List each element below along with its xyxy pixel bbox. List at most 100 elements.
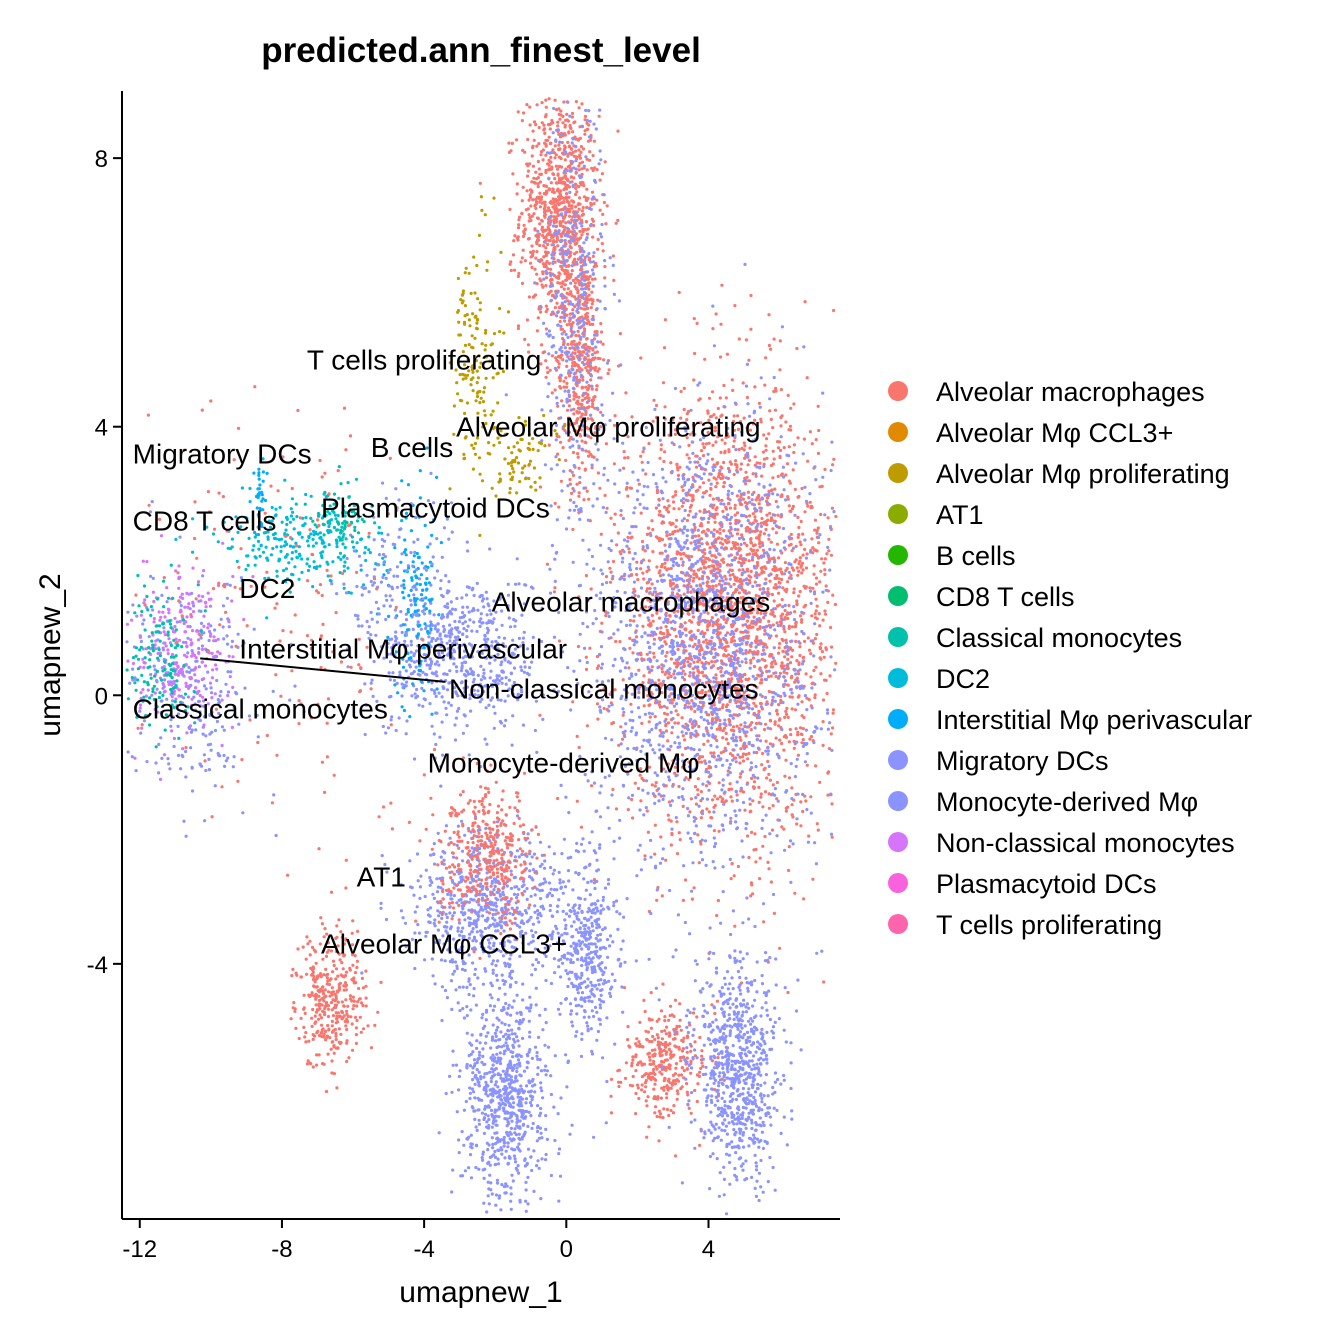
data-point: [635, 498, 640, 502]
data-point: [712, 559, 716, 563]
data-point: [590, 454, 594, 459]
data-point: [582, 283, 586, 287]
data-point: [693, 959, 698, 963]
data-point: [810, 614, 814, 618]
data-point: [688, 932, 692, 936]
data-point: [702, 445, 706, 449]
data-point: [593, 368, 597, 372]
data-point: [653, 823, 657, 827]
data-point: [754, 498, 758, 502]
data-point: [719, 665, 723, 670]
data-point: [793, 560, 797, 564]
data-point: [557, 132, 561, 136]
data-point: [792, 618, 797, 622]
data-point: [745, 395, 750, 400]
data-point: [752, 664, 757, 669]
data-point: [548, 368, 552, 372]
data-point: [565, 364, 569, 368]
data-point: [725, 518, 729, 522]
data-point: [821, 743, 825, 748]
data-point: [704, 863, 708, 868]
data-point: [554, 217, 558, 221]
data-point: [689, 707, 693, 711]
data-point: [781, 683, 786, 687]
data-point: [702, 529, 706, 533]
data-point: [537, 232, 542, 236]
data-point: [601, 506, 606, 510]
data-point: [652, 655, 656, 659]
data-point: [600, 662, 605, 666]
data-point: [559, 327, 563, 331]
data-point: [556, 281, 560, 285]
data-point: [569, 175, 573, 179]
data-point: [736, 660, 740, 664]
data-point: [567, 369, 571, 373]
data-point: [588, 138, 593, 142]
data-point: [567, 423, 571, 427]
data-point: [598, 208, 602, 212]
data-point: [576, 399, 580, 403]
data-point: [682, 551, 686, 556]
data-point: [766, 554, 770, 558]
data-point: [769, 674, 773, 678]
data-point: [730, 862, 734, 866]
data-point: [768, 579, 772, 583]
data-point: [724, 633, 728, 637]
data-point: [585, 562, 589, 566]
data-point: [727, 448, 731, 452]
data-point: [544, 327, 549, 331]
data-point: [572, 407, 576, 411]
data-point: [544, 284, 548, 288]
data-point: [697, 861, 701, 865]
data-point: [779, 664, 783, 668]
data-point: [727, 653, 731, 657]
data-point: [740, 770, 744, 774]
data-point: [562, 385, 566, 389]
data-point: [723, 574, 727, 578]
data-point: [562, 287, 566, 291]
data-point: [700, 812, 705, 816]
data-point: [565, 278, 569, 282]
data-point: [571, 232, 575, 236]
data-point: [816, 404, 820, 408]
data-point: [686, 660, 690, 664]
data-point: [742, 706, 746, 710]
data-point: [578, 176, 582, 180]
data-point: [579, 335, 583, 339]
data-point: [591, 314, 595, 319]
data-point: [636, 578, 640, 582]
data-point: [661, 497, 665, 501]
data-point: [764, 702, 768, 707]
data-point: [566, 152, 570, 157]
data-point: [528, 216, 532, 220]
data-point: [519, 260, 523, 264]
data-point: [734, 629, 738, 633]
data-point: [738, 735, 742, 740]
data-point: [819, 512, 823, 517]
data-point: [536, 185, 540, 189]
data-point: [544, 142, 548, 147]
data-point: [594, 427, 598, 431]
data-point: [660, 467, 665, 471]
data-point: [599, 376, 603, 380]
data-point: [702, 570, 706, 574]
data-point: [654, 781, 658, 785]
data-point: [690, 485, 694, 489]
data-point: [565, 381, 569, 385]
data-point: [742, 492, 746, 496]
data-point: [561, 280, 565, 284]
data-point: [590, 784, 594, 788]
data-point: [755, 734, 759, 738]
data-point: [721, 646, 725, 650]
data-point: [563, 283, 568, 287]
data-point: [577, 410, 582, 414]
data-point: [568, 114, 572, 118]
data-point: [552, 239, 556, 243]
data-point: [687, 467, 691, 471]
data-point: [534, 197, 538, 201]
data-point: [676, 473, 681, 477]
data-point: [689, 797, 694, 801]
data-point: [533, 181, 538, 185]
data-point: [588, 368, 592, 372]
data-point: [629, 486, 634, 490]
